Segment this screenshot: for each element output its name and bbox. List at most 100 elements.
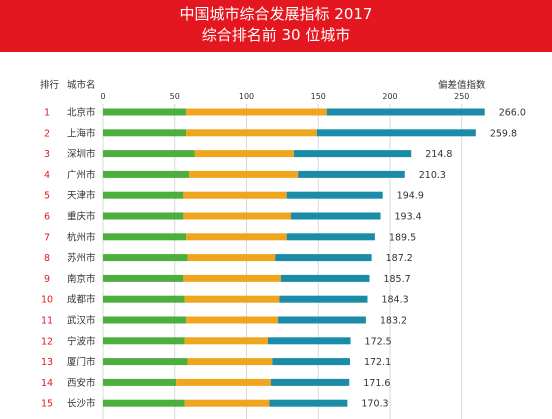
rank-label: 10 (41, 295, 53, 306)
bar-row: 4 广州市 210.3 (44, 169, 446, 181)
bar-segment (290, 212, 381, 220)
bar-segment (103, 170, 190, 178)
bar-segment (187, 358, 273, 366)
city-label: 宁波市 (67, 335, 96, 347)
bar-segment (184, 295, 280, 303)
bar-segment (278, 316, 366, 324)
data-label: 172.5 (365, 336, 392, 347)
bar-row: 9 南京市 185.7 (44, 273, 411, 285)
bar-segment (326, 108, 485, 116)
bar-row: 8 苏州市 187.2 (44, 252, 413, 264)
data-label: 214.8 (425, 149, 452, 160)
bar-segment (268, 337, 351, 345)
bar-segment (103, 378, 177, 386)
bar-segment (103, 233, 187, 241)
rank-label: 2 (44, 128, 50, 139)
data-label: 184.3 (381, 295, 408, 306)
city-column-header: 城市名 (67, 79, 96, 91)
bar-segment (183, 212, 291, 220)
bar-segment (103, 358, 188, 366)
bar-segment (286, 233, 375, 241)
city-label: 广州市 (67, 169, 96, 181)
chart-title: 中国城市综合发展指标 2017 (179, 5, 373, 23)
rank-label: 3 (44, 149, 50, 160)
bar-segment (269, 399, 348, 407)
value-column-header: 偏差值指数 (438, 79, 486, 91)
bar-segment (279, 295, 368, 303)
bar-row: 11 武汉市 183.2 (41, 315, 407, 327)
rank-label: 1 (44, 108, 50, 119)
bar-segment (187, 254, 276, 262)
bar-segment (186, 108, 327, 116)
bar-row: 6 重庆市 193.4 (44, 211, 422, 223)
bar-segment (103, 274, 184, 282)
rank-label: 15 (41, 399, 53, 410)
bar-segment (103, 212, 184, 220)
rank-label: 5 (44, 191, 50, 202)
x-tick-labels: 0 50 100 150 200 250 (100, 92, 469, 101)
bar-segment (280, 274, 370, 282)
rank-label: 12 (41, 336, 53, 347)
x-tick-label: 0 (100, 92, 105, 101)
rank-label: 7 (44, 232, 50, 243)
city-label: 西安市 (67, 377, 96, 389)
chart-header: 中国城市综合发展指标 2017 综合排名前 30 位城市 (0, 0, 552, 52)
x-tick-label: 50 (170, 92, 180, 101)
rank-label: 13 (41, 357, 53, 368)
data-label: 194.9 (397, 191, 424, 202)
bar-segment (293, 150, 412, 158)
bar-row: 15 长沙市 170.3 (41, 398, 389, 410)
bar-segment (184, 337, 269, 345)
bar-segment (103, 316, 187, 324)
bar-segment (272, 358, 350, 366)
x-tick-label: 200 (382, 92, 397, 101)
rank-column-header: 排行 (40, 79, 60, 91)
bar-row: 10 成都市 184.3 (41, 294, 409, 306)
bar-row: 2 上海市 259.8 (44, 127, 517, 139)
city-label: 厦门市 (67, 356, 96, 368)
bar-segment (103, 295, 185, 303)
rank-label: 9 (44, 274, 50, 285)
bar-segment (186, 316, 279, 324)
rank-label: 8 (44, 253, 50, 264)
bar-segment (184, 399, 270, 407)
data-label: 187.2 (386, 253, 413, 264)
data-label: 189.5 (389, 232, 416, 243)
bar-segment (189, 170, 299, 178)
city-label: 杭州市 (67, 231, 96, 243)
city-label: 长沙市 (67, 398, 96, 410)
bar-segment (103, 129, 187, 137)
data-label: 259.8 (490, 128, 517, 139)
city-label: 北京市 (67, 107, 96, 119)
city-label: 苏州市 (67, 252, 96, 264)
x-tick-label: 150 (311, 92, 326, 101)
city-label: 天津市 (67, 190, 96, 202)
data-label: 185.7 (383, 274, 410, 285)
city-label: 成都市 (67, 294, 96, 306)
bar-segment (103, 399, 185, 407)
data-label: 210.3 (419, 170, 446, 181)
city-label: 南京市 (67, 273, 96, 285)
bar-row: 7 杭州市 189.5 (44, 231, 416, 243)
rank-label: 6 (44, 212, 50, 223)
chart-subtitle: 综合排名前 30 位城市 (201, 26, 351, 44)
rank-label: 4 (44, 170, 50, 181)
bar-row: 1 北京市 266.0 (44, 107, 526, 119)
bar-row: 14 西安市 171.6 (41, 377, 390, 389)
bar-segment (316, 129, 476, 137)
city-label: 重庆市 (67, 211, 96, 223)
bar-segment (194, 150, 294, 158)
data-label: 170.3 (361, 399, 388, 410)
bar-segment (286, 191, 383, 199)
data-label: 171.6 (363, 378, 390, 389)
x-tick-label: 100 (239, 92, 254, 101)
bar-segment (183, 274, 281, 282)
bar-segment (183, 191, 287, 199)
bar-segment (298, 170, 405, 178)
bar-segment (103, 191, 184, 199)
bar-segment (186, 233, 287, 241)
city-label: 深圳市 (67, 148, 96, 160)
data-label: 172.1 (364, 357, 391, 368)
bar-segment (103, 254, 188, 262)
